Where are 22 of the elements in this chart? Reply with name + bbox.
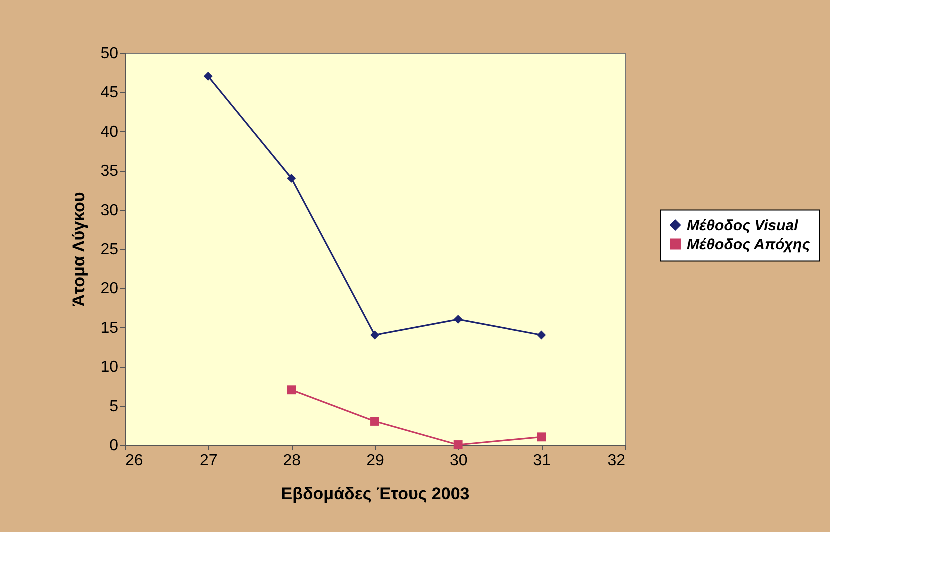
x-tick-label: 26 [126,452,144,470]
x-tick-label: 30 [450,452,468,470]
legend-label: Μέθοδος Απόχης [687,236,810,254]
y-tick-label: 30 [100,202,119,220]
y-axis-title: Άτομα Λύγκου [70,192,89,307]
y-tick-label: 50 [100,46,119,62]
x-tick-label: 29 [366,452,384,470]
y-tick-label: 25 [100,242,119,258]
y-tick-label: 0 [110,438,119,454]
y-tick-label: 45 [100,84,119,102]
y-tick-label: 40 [100,124,119,141]
x-tick-label: 31 [533,452,552,470]
y-tick-label: 35 [100,163,119,180]
x-axis-title: Εβδομάδες Έτους 2003 [281,484,470,504]
legend-label: Μέθοδος Visual [687,217,800,234]
y-tick-label: 5 [110,398,119,416]
x-tick-label: 32 [608,452,626,470]
x-tick-label: 27 [200,452,218,470]
x-tick-label: 28 [283,452,302,470]
y-tick-label: 20 [100,280,119,298]
y-tick-label: 10 [100,359,119,376]
y-tick-label: 15 [100,320,119,337]
